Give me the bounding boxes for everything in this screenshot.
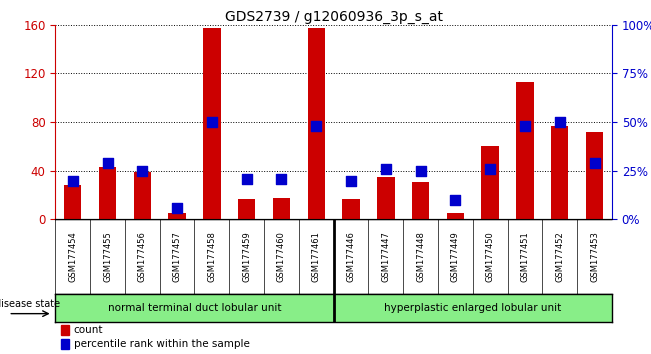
Text: percentile rank within the sample: percentile rank within the sample [74,339,249,349]
Text: GSM177448: GSM177448 [416,231,425,282]
Point [311,123,322,129]
Text: GSM177455: GSM177455 [103,231,112,282]
Point [276,176,286,181]
Text: normal terminal duct lobular unit: normal terminal duct lobular unit [107,303,281,313]
Text: count: count [74,325,104,335]
Bar [99,167,117,219]
Text: GSM177451: GSM177451 [520,231,529,282]
Bar [447,213,464,219]
Text: GSM177453: GSM177453 [590,231,599,282]
Point [519,123,530,129]
Text: GSM177447: GSM177447 [381,231,391,282]
Bar [133,172,151,219]
Text: GSM177460: GSM177460 [277,231,286,282]
Bar [273,198,290,219]
Bar [61,339,69,349]
Title: GDS2739 / g12060936_3p_s_at: GDS2739 / g12060936_3p_s_at [225,10,443,24]
Bar [169,213,186,219]
Text: GSM177457: GSM177457 [173,231,182,282]
Text: GSM177459: GSM177459 [242,231,251,282]
Point [555,119,565,125]
Point [102,160,113,166]
Point [137,168,148,173]
Text: GSM177449: GSM177449 [451,231,460,282]
Bar [61,325,69,335]
Bar [64,185,81,219]
Bar [342,199,360,219]
Point [242,176,252,181]
Point [172,205,182,211]
Text: GSM177446: GSM177446 [346,231,355,282]
Point [589,160,600,166]
Point [346,178,356,183]
Text: GSM177461: GSM177461 [312,231,321,282]
Point [68,178,78,183]
Text: GSM177452: GSM177452 [555,231,564,282]
Bar [412,182,429,219]
Text: GSM177456: GSM177456 [138,231,147,282]
Bar [307,28,325,219]
Text: GSM177454: GSM177454 [68,231,77,282]
Bar [586,132,603,219]
Bar [377,177,395,219]
Bar [551,126,568,219]
Text: GSM177450: GSM177450 [486,231,495,282]
Point [415,168,426,173]
Bar [516,82,534,219]
Text: hyperplastic enlarged lobular unit: hyperplastic enlarged lobular unit [384,303,561,313]
Point [450,197,461,203]
Point [381,166,391,172]
Point [206,119,217,125]
Bar [238,199,255,219]
Text: disease state: disease state [0,299,61,309]
Text: GSM177458: GSM177458 [208,231,216,282]
Bar [203,28,221,219]
Bar [482,147,499,219]
Point [485,166,495,172]
